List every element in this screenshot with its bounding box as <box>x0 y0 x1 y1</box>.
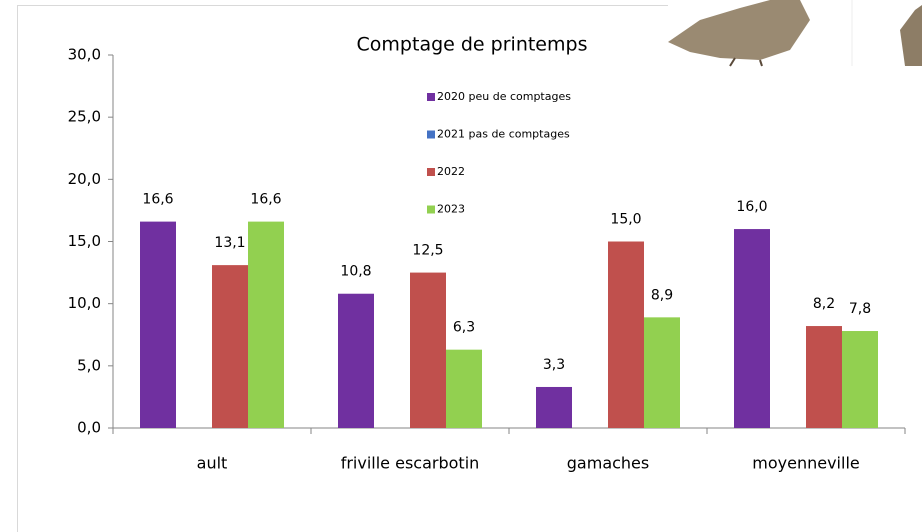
bar <box>248 221 284 428</box>
bar <box>644 317 680 428</box>
data-label: 10,8 <box>340 264 371 280</box>
data-label: 15,0 <box>610 212 641 228</box>
data-label: 6,3 <box>453 320 475 336</box>
x-tick-label: friville escarbotin <box>341 454 480 473</box>
bird-image <box>668 0 922 67</box>
bar <box>842 331 878 428</box>
y-tick-label: 20,0 <box>68 170 101 188</box>
bar <box>410 272 446 428</box>
y-tick-label: 0,0 <box>77 419 101 437</box>
data-label: 8,2 <box>813 296 835 312</box>
y-tick-label: 10,0 <box>68 294 101 312</box>
data-label: 16,6 <box>142 192 173 208</box>
x-tick-label: ault <box>197 454 228 473</box>
legend-label: 2022 <box>437 165 465 178</box>
legend-swatch <box>427 130 435 139</box>
data-label: 13,1 <box>214 235 245 251</box>
bar <box>806 326 842 428</box>
bar <box>212 265 248 428</box>
y-tick-label: 25,0 <box>68 108 101 126</box>
bar <box>734 229 770 428</box>
x-tick-label: moyenneville <box>752 454 859 473</box>
bar <box>140 221 176 428</box>
legend-label: 2021 pas de comptages <box>437 128 570 141</box>
data-label: 8,9 <box>651 287 673 303</box>
bar <box>536 386 572 428</box>
legend-swatch <box>427 168 435 176</box>
bar <box>608 241 644 428</box>
x-tick-label: gamaches <box>567 454 649 473</box>
data-label: 16,0 <box>736 199 767 215</box>
chart-title: Comptage de printemps <box>357 34 588 56</box>
legend-label: 2023 <box>437 203 465 216</box>
y-tick-label: 30,0 <box>68 46 101 64</box>
data-label: 12,5 <box>412 243 443 259</box>
bar <box>446 349 482 428</box>
legend-swatch <box>427 205 435 214</box>
legend-label: 2020 peu de comptages <box>437 90 571 103</box>
legend-swatch <box>427 93 435 101</box>
data-label: 16,6 <box>250 192 281 208</box>
y-tick-label: 5,0 <box>77 356 101 374</box>
data-label: 3,3 <box>543 357 565 373</box>
data-label: 7,8 <box>849 301 871 317</box>
bar <box>338 293 374 428</box>
y-tick-label: 15,0 <box>68 232 101 250</box>
